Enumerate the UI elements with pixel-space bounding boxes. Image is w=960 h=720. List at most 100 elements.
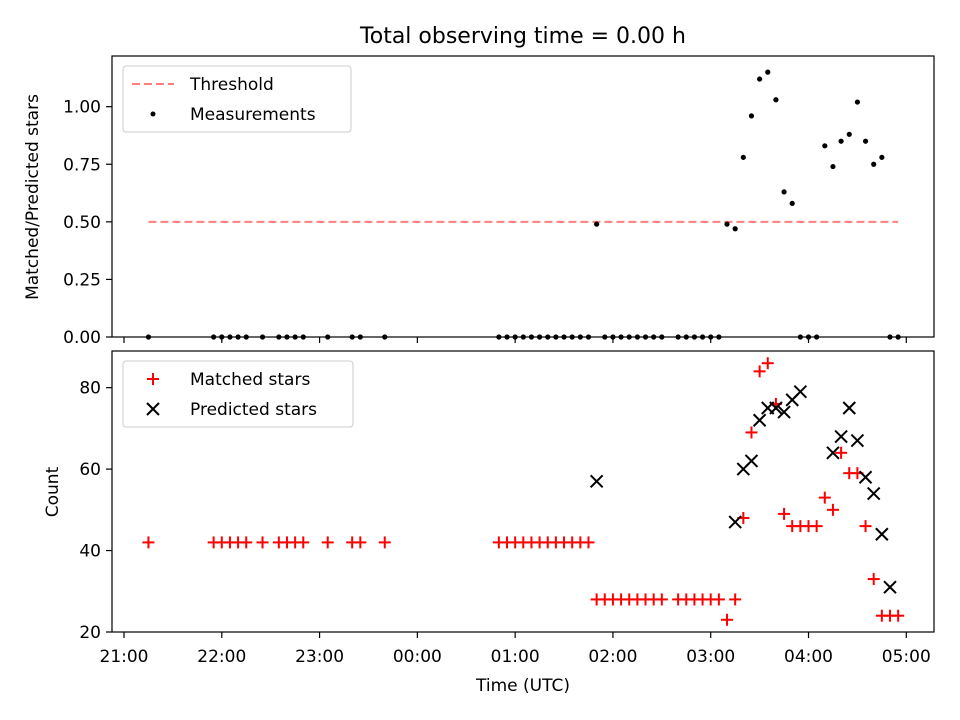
measurement-point — [740, 154, 746, 160]
top-y-tick-label: 1.00 — [63, 98, 101, 118]
x-tick-label: 21:00 — [100, 647, 149, 667]
measurement-point — [757, 76, 763, 82]
matched-star-point — [778, 507, 791, 520]
predicted-star-point — [589, 474, 604, 489]
predicted-legend-label: Predicted stars — [190, 400, 317, 420]
matched-star-point — [297, 536, 310, 549]
measurement-point — [748, 113, 755, 119]
x-tick-label: 03:00 — [686, 647, 735, 667]
bottom-y-tick-label: 20 — [79, 623, 101, 643]
predicted-star-point — [728, 515, 742, 529]
top-y-axis-label: Matched/Predicted stars — [23, 94, 43, 300]
measurement-point — [871, 161, 877, 167]
predicted-star-stroke-b — [752, 413, 767, 427]
matched-legend-swatch — [147, 373, 159, 385]
bottom-legend: Matched stars Predicted stars — [122, 360, 354, 428]
top-y-tick-label: 0.50 — [63, 213, 101, 233]
x-tick-label: 04:00 — [784, 647, 833, 667]
predicted-star-point — [883, 580, 897, 594]
matched-legend-label: Matched stars — [190, 370, 310, 390]
measurement-point — [846, 131, 852, 137]
predicted-star-stroke-b — [866, 486, 881, 501]
matched-star-point — [240, 536, 253, 549]
measurement-point — [838, 138, 844, 144]
predicted-star-point — [826, 446, 840, 460]
predicted-star-point — [858, 470, 873, 484]
measurement-point — [879, 154, 885, 160]
matched-star-point — [867, 573, 880, 586]
predicted-star-stroke-b — [769, 401, 783, 415]
chart-title: Total observing time = 0.00 h — [359, 24, 686, 49]
bottom-axes-frame — [111, 350, 935, 633]
predicted-star-point — [744, 454, 759, 468]
x-tick-label: 02:00 — [588, 647, 637, 667]
bottom-y-tick-label: 40 — [79, 542, 101, 562]
matched-star-point — [712, 593, 725, 606]
bottom-panel: Count Time (UTC) 20 40 60 80 21:00 22:00 23:00… — [43, 350, 935, 696]
matched-star-point — [256, 536, 269, 549]
top-y-tick-label: 0.75 — [63, 155, 101, 175]
measurement-point — [724, 221, 730, 227]
matched-star-point — [835, 446, 848, 459]
predicted-star-point — [752, 413, 767, 427]
x-tick-label: 22:00 — [197, 647, 246, 667]
x-tick-label: 05:00 — [882, 647, 931, 667]
top-plot-area: 0.00 0.25 0.50 0.75 1.00 — [63, 69, 907, 348]
matched-star-point — [826, 503, 839, 516]
predicted-star-stroke-b — [826, 446, 840, 460]
x-tick-label: 23:00 — [295, 647, 344, 667]
threshold-legend-label: Threshold — [189, 75, 274, 95]
matched-star-point — [721, 613, 734, 626]
matched-star-point — [892, 609, 905, 622]
matched-star-point — [354, 536, 367, 549]
matched-star-point — [818, 491, 831, 504]
measurement-point — [862, 138, 869, 144]
top-legend-box — [122, 65, 352, 133]
matched-star-point — [321, 536, 334, 549]
matched-star-point — [655, 593, 668, 606]
x-tick-label: 00:00 — [393, 647, 442, 667]
predicted-star-point — [866, 486, 881, 501]
predicted-star-stroke-b — [850, 433, 865, 448]
bottom-y-tick-label: 60 — [79, 460, 101, 480]
matched-star-point — [761, 357, 774, 370]
matched-star-point — [142, 536, 155, 549]
bottom-plot-area: 20 40 60 80 21:00 22:00 23:00 00:00 01:00 02:00 03… — [79, 357, 931, 667]
predicted-star-stroke-b — [777, 405, 791, 419]
predicted-star-stroke-b — [858, 470, 873, 484]
predicted-star-stroke-b — [883, 580, 897, 594]
predicted-legend-swatch — [146, 402, 160, 416]
measurement-point — [854, 99, 861, 105]
measurement-point — [789, 200, 795, 207]
matched-star-point — [582, 536, 595, 549]
bottom-legend-box — [122, 360, 354, 428]
measurement-point — [830, 163, 836, 170]
matched-star-point — [729, 593, 742, 606]
x-tick-label: 01:00 — [491, 647, 540, 667]
predicted-star-point — [777, 405, 791, 419]
top-y-tick-label: 0.25 — [63, 270, 101, 290]
measurement-point — [594, 221, 600, 227]
predicted-star-point — [769, 401, 783, 415]
predicted-star-stroke-b — [793, 385, 808, 399]
bottom-y-axis-label: Count — [43, 466, 63, 517]
x-axis-label: Time (UTC) — [475, 676, 570, 696]
predicted-star-point — [850, 433, 865, 448]
predicted-star-stroke-b — [589, 474, 604, 489]
predicted-star-stroke-b — [728, 515, 742, 529]
predicted-star-point — [842, 401, 856, 415]
bottom-y-tick-label: 80 — [79, 379, 101, 399]
matched-star-point — [859, 520, 872, 533]
matched-star-point — [810, 520, 823, 533]
matched-star-point — [378, 536, 391, 549]
predicted-star-stroke-b — [842, 401, 856, 415]
predicted-star-stroke-b — [744, 454, 759, 468]
matched-star-point — [753, 365, 766, 378]
measurement-point — [781, 189, 787, 195]
matched-star-point — [745, 426, 758, 439]
top-axes-frame — [111, 55, 935, 338]
measurement-point — [773, 97, 779, 103]
predicted-star-stroke-b — [834, 429, 848, 444]
measurements-legend-label: Measurements — [190, 105, 316, 125]
